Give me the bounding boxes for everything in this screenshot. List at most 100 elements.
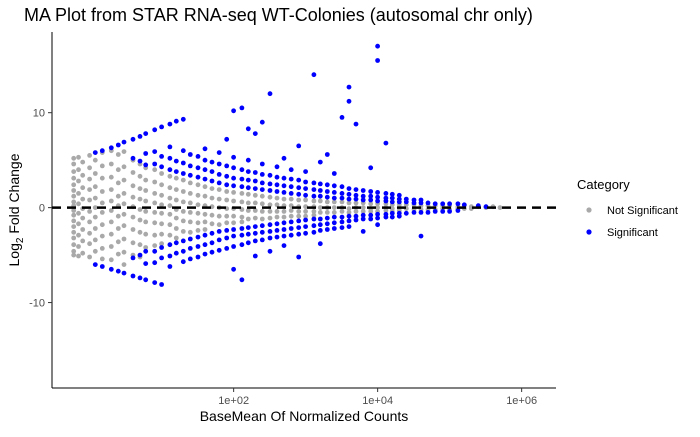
data-point-significant <box>339 225 345 231</box>
data-point-not-significant <box>353 200 359 206</box>
data-point-not-significant <box>360 205 366 211</box>
data-point-not-significant <box>202 219 208 225</box>
data-point-not-significant <box>173 197 179 203</box>
data-point-significant <box>296 218 302 224</box>
data-point-significant <box>311 223 317 229</box>
data-point-significant <box>418 210 424 215</box>
data-point-not-significant <box>231 213 237 219</box>
data-point-significant <box>281 227 287 232</box>
data-point-significant <box>259 237 265 243</box>
data-point-not-significant <box>137 229 143 235</box>
data-point-significant <box>245 157 251 163</box>
data-point-not-significant <box>339 199 345 205</box>
data-point-significant <box>216 161 222 167</box>
data-point-not-significant <box>137 242 143 248</box>
data-point-not-significant <box>121 191 127 196</box>
data-point-not-significant <box>159 210 165 216</box>
data-point-not-significant <box>87 197 92 203</box>
data-point-not-significant <box>216 222 222 228</box>
data-point-significant <box>231 227 237 232</box>
data-point-not-significant <box>195 192 201 198</box>
data-point-significant <box>455 201 461 207</box>
data-point-not-significant <box>245 191 251 197</box>
data-point-significant <box>360 193 366 199</box>
data-point-significant <box>259 172 265 177</box>
data-point-significant <box>231 233 237 239</box>
data-point-not-significant <box>167 185 173 191</box>
data-point-significant <box>368 212 374 218</box>
data-point-not-significant <box>303 213 308 219</box>
data-point-significant <box>324 194 330 200</box>
data-point-not-significant <box>76 178 81 184</box>
data-point-significant <box>353 213 359 219</box>
data-point-not-significant <box>71 169 77 175</box>
legend-label-significant: Significant <box>607 227 658 239</box>
data-point-significant <box>353 196 359 202</box>
data-point-significant <box>267 181 273 187</box>
data-point-not-significant <box>130 240 136 246</box>
data-point-significant <box>274 189 280 194</box>
data-point-significant <box>389 199 395 205</box>
data-point-significant <box>239 226 245 231</box>
data-point-significant <box>180 160 186 166</box>
data-point-significant <box>202 167 208 173</box>
data-point-not-significant <box>202 193 208 199</box>
data-point-not-significant <box>87 230 92 236</box>
data-point-significant <box>224 228 230 233</box>
data-point-not-significant <box>224 220 230 226</box>
data-point-significant <box>231 108 237 114</box>
y-axis-title-subscript: 2 <box>15 237 26 243</box>
data-point-significant <box>353 192 359 198</box>
data-point-significant <box>187 236 193 242</box>
data-point-not-significant <box>288 196 294 202</box>
data-point-not-significant <box>92 205 98 211</box>
data-point-significant <box>195 234 201 240</box>
y-tick-label: 10 <box>33 108 45 120</box>
data-point-not-significant <box>108 257 114 263</box>
data-point-significant <box>296 191 302 197</box>
data-point-not-significant <box>115 239 121 245</box>
data-point-not-significant <box>209 212 215 218</box>
data-point-significant <box>331 226 337 231</box>
data-point-significant <box>368 189 374 194</box>
data-point-significant <box>303 224 308 230</box>
data-point-not-significant <box>303 204 308 210</box>
data-point-significant <box>159 154 165 159</box>
data-point-significant <box>159 255 165 261</box>
data-point-significant <box>231 244 237 249</box>
data-point-not-significant <box>195 220 201 226</box>
data-point-not-significant <box>87 187 92 193</box>
data-point-significant <box>159 245 165 250</box>
data-point-significant <box>167 242 173 248</box>
data-point-significant <box>167 253 173 259</box>
data-point-significant <box>425 210 431 215</box>
data-point-significant <box>288 232 294 238</box>
data-point-not-significant <box>180 189 186 194</box>
data-point-significant <box>231 175 237 181</box>
data-point-significant <box>202 232 208 238</box>
data-point-not-significant <box>108 187 114 193</box>
data-point-significant <box>288 176 294 182</box>
data-point-not-significant <box>92 157 98 163</box>
data-point-significant <box>389 210 395 216</box>
data-point-not-significant <box>80 250 86 256</box>
data-point-not-significant <box>339 209 345 214</box>
data-point-not-significant <box>245 216 251 222</box>
data-point-not-significant <box>187 191 193 196</box>
data-point-not-significant <box>108 208 114 213</box>
data-point-not-significant <box>80 196 86 202</box>
data-point-significant <box>195 165 201 171</box>
data-point-significant <box>245 231 251 237</box>
data-point-significant <box>353 187 359 193</box>
data-point-significant <box>440 201 446 207</box>
data-point-not-significant <box>346 200 352 206</box>
data-point-significant <box>267 229 273 234</box>
data-point-significant <box>461 202 467 208</box>
data-point-not-significant <box>152 232 158 238</box>
data-point-not-significant <box>121 164 127 170</box>
data-point-significant <box>195 244 201 249</box>
data-point-not-significant <box>115 226 121 231</box>
data-point-not-significant <box>143 177 149 183</box>
data-point-not-significant <box>267 209 273 214</box>
